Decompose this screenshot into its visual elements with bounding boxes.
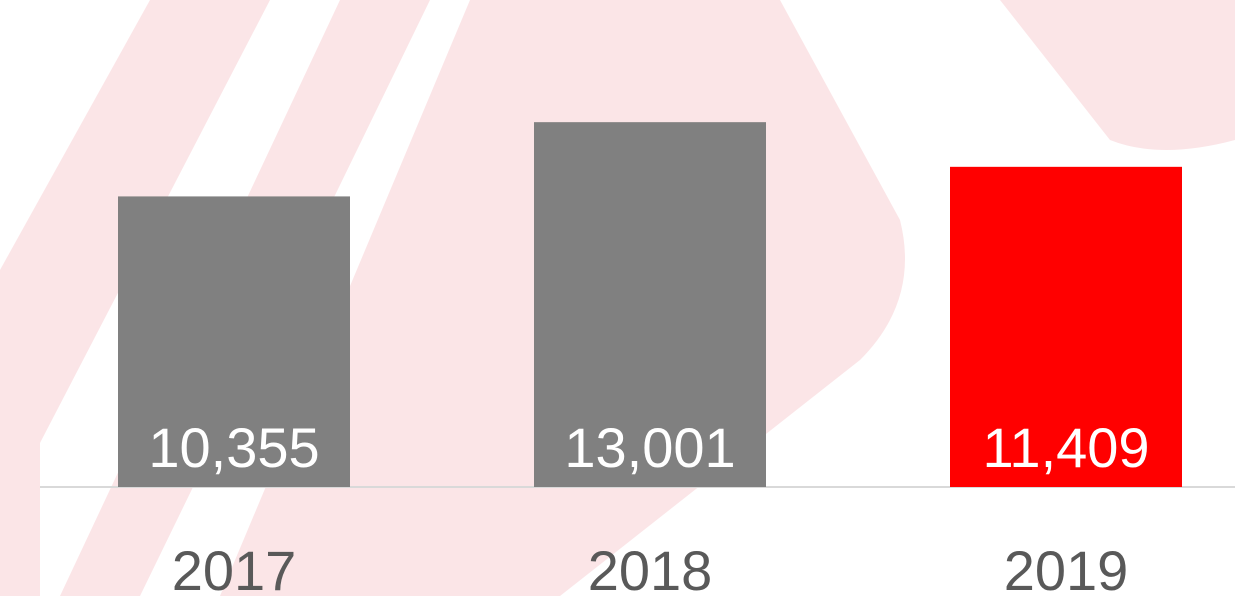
- x-tick-label: 2019: [1004, 539, 1129, 596]
- bg-shape: [1000, 0, 1235, 150]
- x-tick-label: 2017: [172, 539, 297, 596]
- bar: [534, 122, 766, 488]
- value-label: 11,409: [982, 416, 1149, 479]
- bg-stripe: [0, 260, 40, 596]
- value-label: 10,355: [148, 416, 319, 479]
- x-tick-label: 2018: [588, 539, 713, 596]
- value-label: 13,001: [564, 416, 735, 479]
- bar: [118, 196, 350, 487]
- bar: [950, 166, 1182, 487]
